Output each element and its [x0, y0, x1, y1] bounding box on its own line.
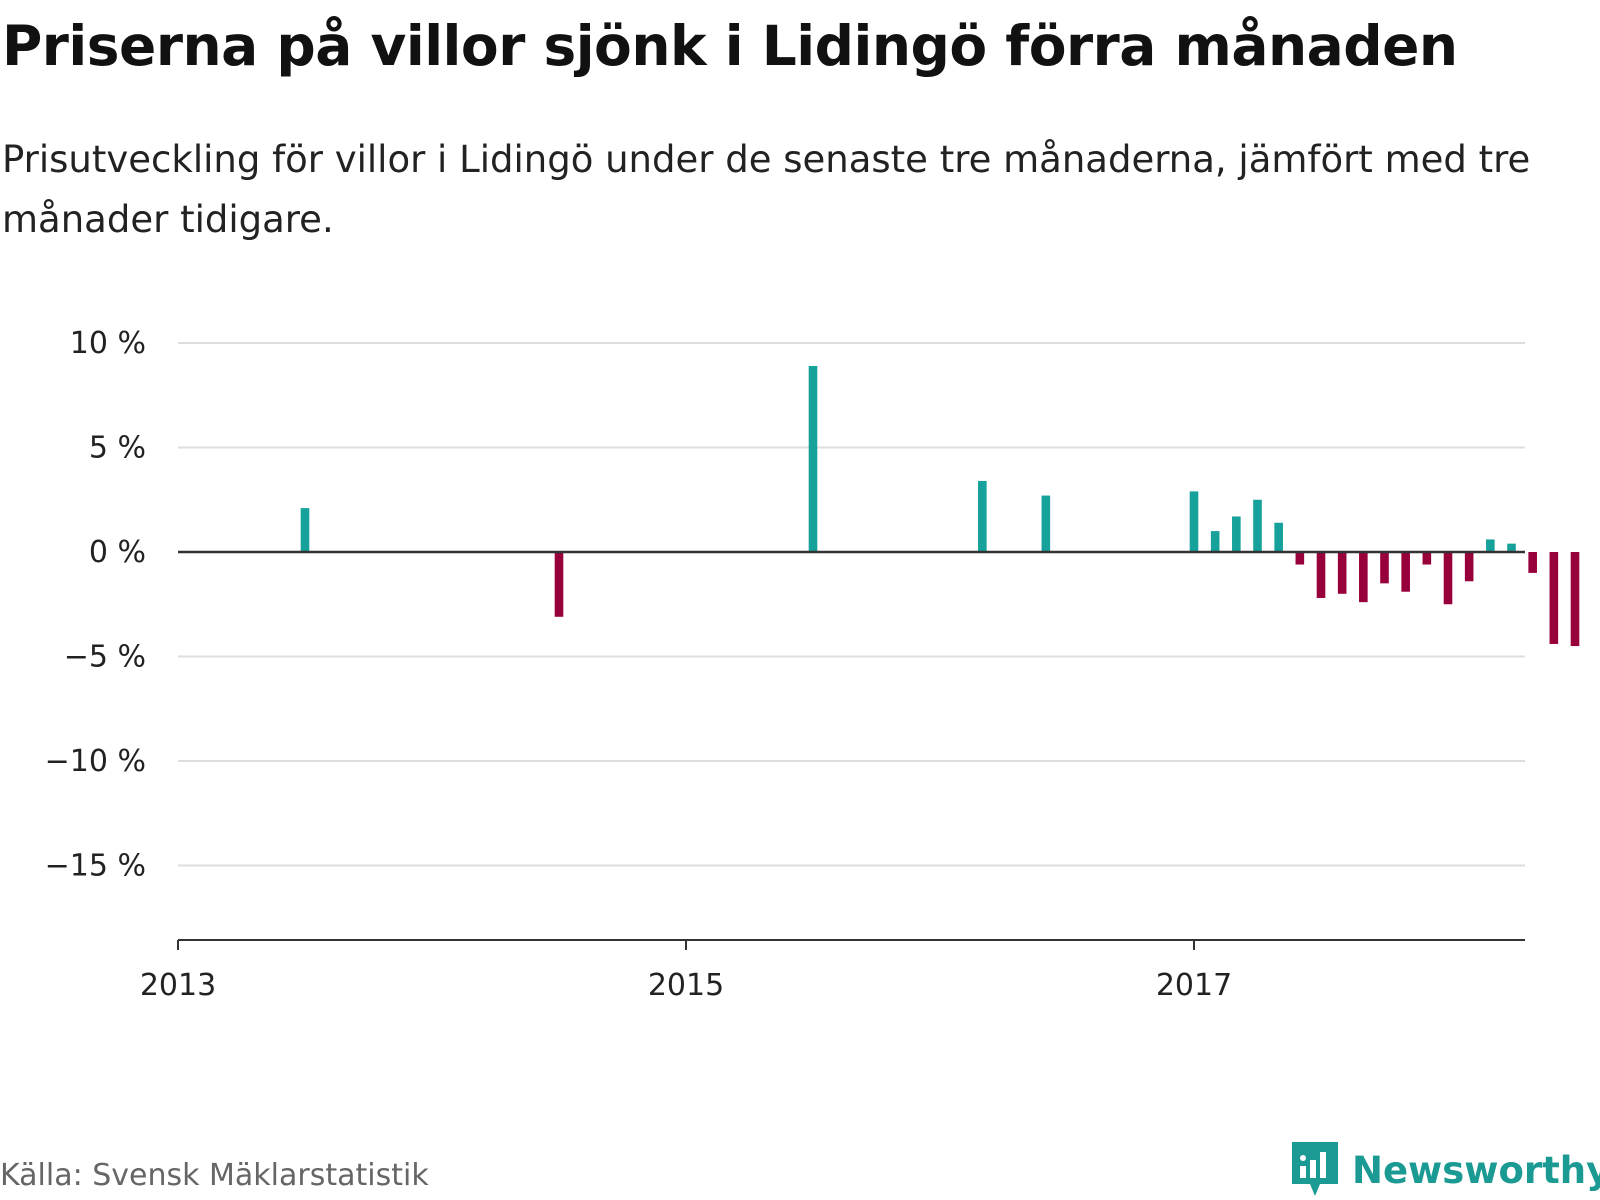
brand-logo[interactable]: Newsworthy: [1290, 1140, 1600, 1200]
bar: [1210, 531, 1220, 552]
bar: [1041, 495, 1051, 552]
brand-name: Newsworthy: [1352, 1148, 1600, 1192]
bar: [1253, 499, 1262, 552]
x-tick-label: 2017: [1156, 968, 1232, 1003]
y-tick-label: −15 %: [45, 849, 146, 884]
y-tick-label: −10 %: [45, 744, 146, 779]
bar: [1274, 522, 1283, 552]
bars: [300, 365, 1580, 647]
bar: [1337, 552, 1347, 594]
bar: [1359, 552, 1368, 603]
bar: [1528, 552, 1537, 573]
x-axis: 201320152017201920212023: [140, 939, 1525, 1003]
bar: [1401, 552, 1410, 592]
bar: [808, 365, 818, 552]
bar: [1507, 543, 1516, 552]
y-tick-label: −5 %: [64, 640, 146, 675]
bar: [1380, 552, 1389, 584]
newsworthy-logo-icon: [1292, 1142, 1338, 1196]
bar: [300, 508, 310, 552]
bar: [1232, 516, 1241, 552]
bar: [1422, 552, 1432, 565]
x-tick-label: 2013: [140, 968, 216, 1003]
y-tick-label: 0 %: [89, 535, 146, 570]
chart-title: Priserna på villor sjönk i Lidingö förra…: [2, 14, 1458, 78]
y-tick-label: 10 %: [70, 326, 146, 361]
chart-subtitle: Prisutveckling för villor i Lidingö unde…: [2, 138, 1531, 241]
bar: [554, 552, 564, 617]
bar: [1316, 552, 1326, 598]
bar: [1295, 552, 1305, 565]
bar: [978, 480, 987, 552]
gridlines: [178, 342, 1525, 867]
y-axis-ticks: 10 % 5 % 0 % −5 % −10 % −15 %: [45, 326, 146, 884]
x-tick-label: 2015: [648, 968, 724, 1003]
y-tick-label: 5 %: [89, 431, 146, 466]
source-note: Källa: Svensk Mäklarstatistik: [0, 1158, 429, 1193]
bar: [1549, 552, 1559, 644]
bar: [1443, 552, 1453, 605]
bar: [1189, 491, 1199, 552]
bar: [1570, 552, 1580, 647]
bar: [1464, 552, 1474, 582]
bar: [1486, 539, 1495, 552]
